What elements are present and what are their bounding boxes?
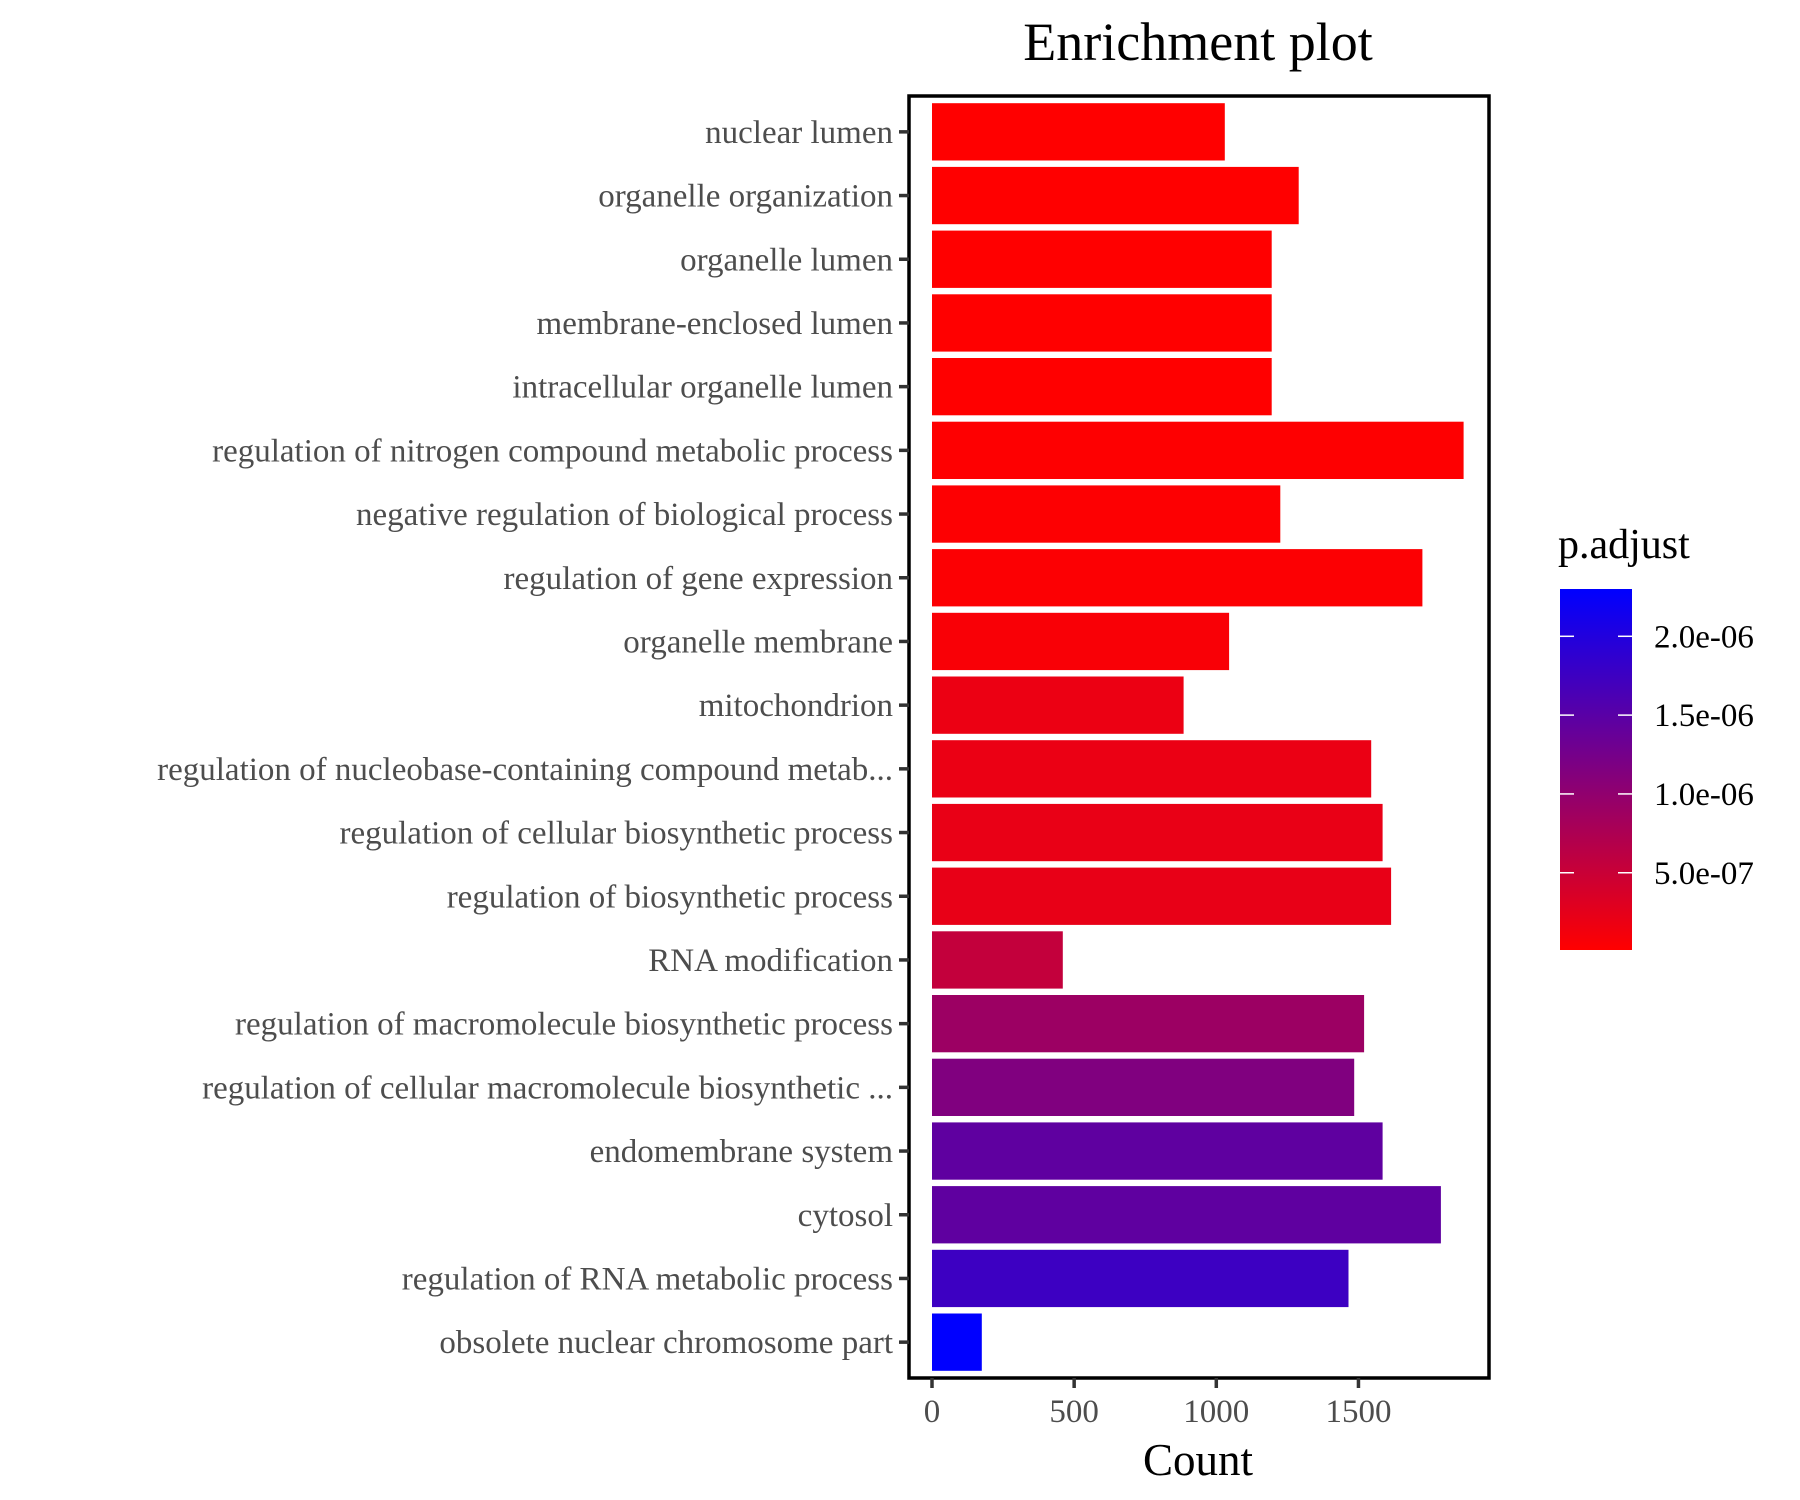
legend-label: 1.5e-06 xyxy=(1654,698,1754,734)
x-tick-label: 1500 xyxy=(1325,1394,1391,1430)
category-label: intracellular organelle lumen xyxy=(512,370,893,406)
bar xyxy=(932,1249,1349,1308)
x-tick-label: 0 xyxy=(924,1394,941,1430)
bar xyxy=(932,230,1272,288)
bar xyxy=(932,294,1272,352)
legend-label: 5.0e-07 xyxy=(1654,856,1754,892)
category-label: regulation of cellular biosynthetic proc… xyxy=(340,816,894,852)
bar xyxy=(932,612,1230,671)
bar xyxy=(932,1186,1441,1244)
bar xyxy=(932,549,1423,607)
legend-colorbar xyxy=(1560,589,1632,950)
category-label: nuclear lumen xyxy=(705,115,893,151)
bar xyxy=(932,103,1225,161)
category-label: obsolete nuclear chromosome part xyxy=(439,1325,893,1361)
category-label: endomembrane system xyxy=(590,1134,894,1170)
category-label: regulation of gene expression xyxy=(504,561,893,597)
category-label: organelle lumen xyxy=(680,242,893,278)
bar xyxy=(932,803,1383,862)
category-label: membrane-enclosed lumen xyxy=(537,306,893,342)
category-label: regulation of biosynthetic process xyxy=(447,879,893,915)
x-axis: 0 500 1000 1500 xyxy=(924,1378,1391,1430)
bar xyxy=(932,485,1281,543)
x-tick-label: 1000 xyxy=(1183,1394,1249,1430)
bar xyxy=(932,1058,1355,1116)
legend: p.adjust 2.0e-06 1.5e-06 1.0e-06 5.0e-07 xyxy=(1558,522,1754,950)
bar xyxy=(932,740,1372,798)
category-label: regulation of nitrogen compound metaboli… xyxy=(212,433,893,469)
plot-panel-border xyxy=(907,94,1491,1380)
bar xyxy=(932,1313,982,1371)
bar xyxy=(932,676,1184,734)
legend-title: p.adjust xyxy=(1558,522,1690,568)
category-label: regulation of cellular macromolecule bio… xyxy=(202,1070,893,1106)
category-label: mitochondrion xyxy=(699,688,893,724)
chart-title: Enrichment plot xyxy=(1023,12,1372,72)
bars-layer xyxy=(932,103,1464,1371)
legend-label: 1.0e-06 xyxy=(1654,777,1754,813)
category-label: organelle organization xyxy=(598,179,893,215)
category-label: negative regulation of biological proces… xyxy=(356,497,893,533)
bar xyxy=(932,867,1392,925)
bar xyxy=(932,1122,1383,1180)
bar xyxy=(932,421,1464,479)
category-label: organelle membrane xyxy=(623,624,893,660)
category-label: regulation of nucleobase-containing comp… xyxy=(157,752,893,788)
category-label: regulation of RNA metabolic process xyxy=(402,1261,893,1297)
bar xyxy=(932,931,1063,989)
bar xyxy=(932,358,1272,416)
x-tick-label: 500 xyxy=(1049,1394,1099,1430)
category-label: cytosol xyxy=(798,1198,893,1234)
x-axis-title: Count xyxy=(1143,1435,1254,1485)
bar xyxy=(932,166,1299,225)
category-label: RNA modification xyxy=(648,943,893,979)
y-axis: nuclear lumen organelle organization organ… xyxy=(157,115,909,1361)
bar xyxy=(932,995,1365,1053)
legend-label: 2.0e-06 xyxy=(1654,619,1754,655)
category-label: regulation of macromolecule biosynthetic… xyxy=(235,1007,893,1043)
